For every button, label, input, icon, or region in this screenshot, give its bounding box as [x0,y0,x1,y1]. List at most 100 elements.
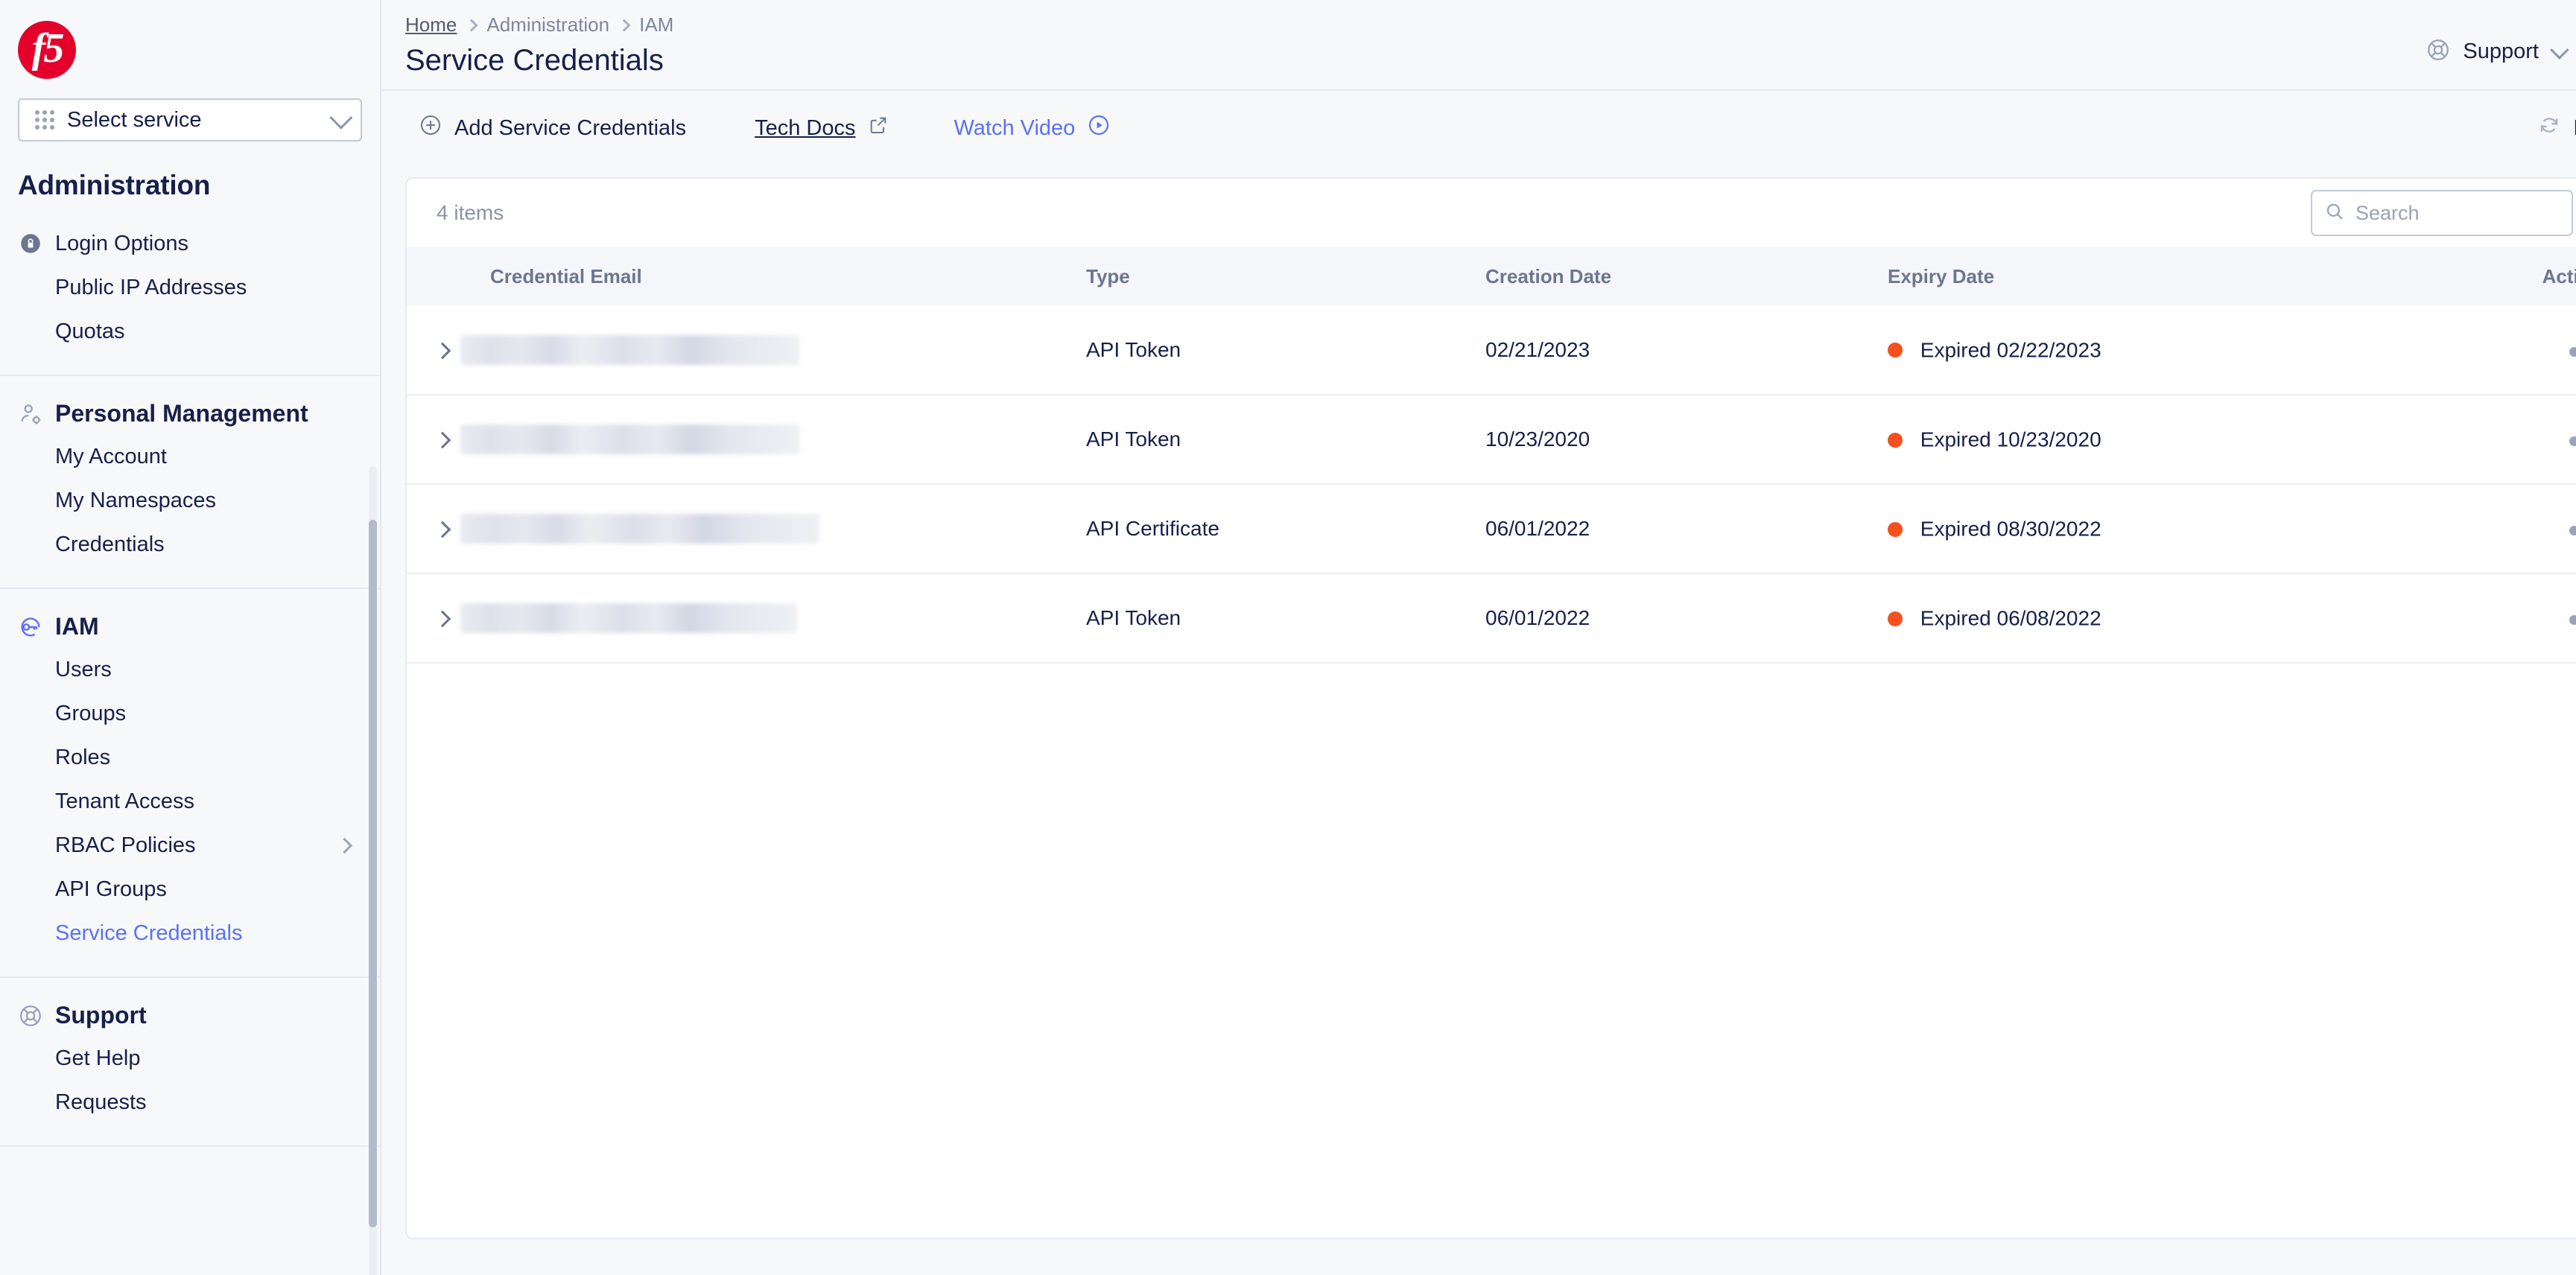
cell-type: API Token [1086,427,1181,451]
watch-video-label: Watch Video [954,115,1076,140]
sidebar-item-label: Credentials [55,532,165,556]
sidebar-item-quotas[interactable]: Quotas [0,310,380,354]
refresh-icon [2537,113,2561,143]
row-actions-menu-button[interactable] [2569,346,2576,357]
refresh-button[interactable]: Refresh [2537,113,2576,143]
sidebar-item-label: Requests [55,1090,147,1114]
search-input[interactable] [2355,201,2560,225]
row-actions-menu-button[interactable] [2569,615,2576,625]
sidebar-item-my-account[interactable]: My Account [0,435,380,479]
user-gear-icon [18,401,43,427]
breadcrumb-item-iam[interactable]: IAM [639,13,674,36]
table-row[interactable]: API Token 02/21/2023 Expired 02/22/2023 [407,305,2576,395]
cell-creation-date: 06/01/2022 [1485,517,1590,540]
sidebar-item-label: Service Credentials [55,921,243,945]
cell-expiry-date: Expired 02/22/2023 [1888,305,2409,395]
watch-video-link[interactable]: Watch Video [954,113,1111,143]
sidebar-item-service-credentials[interactable]: Service Credentials [0,912,380,956]
table-header: Credential Email Type Creation Date Expi… [407,247,2576,305]
row-actions-menu-button[interactable] [2569,526,2576,535]
cell-creation-date: 06/01/2022 [1485,606,1590,629]
search-box[interactable] [2311,190,2573,236]
sidebar-item-tenant-access[interactable]: Tenant Access [0,780,380,824]
sidebar-item-label: Roles [55,745,111,769]
table-header-actions: Actions [2542,264,2576,287]
tech-docs-link[interactable]: Tech Docs [755,115,888,142]
chevron-right-icon[interactable] [434,431,451,449]
page-title: Service Credentials [405,44,664,77]
sidebar-item-label: Public IP Addresses [55,276,247,299]
credentials-table: Credential Email Type Creation Date Expi… [407,247,2576,664]
sidebar-item-label: My Namespaces [55,489,216,512]
cell-type: API Token [1086,337,1181,361]
header-right: Support [2426,34,2576,69]
cell-actions [2409,573,2576,663]
sidebar-item-requests[interactable]: Requests [0,1081,380,1125]
breadcrumb-item-administration[interactable]: Administration [486,13,610,36]
sidebar-item-label: Groups [55,702,127,725]
sidebar-scrollbar-thumb[interactable] [369,520,377,1227]
status-badge [1888,432,1903,448]
sidebar-item-login-options[interactable]: Login Options [0,225,380,266]
add-service-credentials-button[interactable]: Add Service Credentials [419,113,686,143]
sidebar-item-label: Get Help [55,1046,141,1070]
sidebar-section-label: IAM [55,613,99,640]
table-row[interactable]: API Certificate 06/01/2022 Expired 08/30… [407,484,2576,573]
table-header-expiry-date[interactable]: Expiry Date [1888,264,1995,287]
chevron-right-icon[interactable] [434,610,451,628]
sidebar-item-roles[interactable]: Roles [0,736,380,780]
play-circle-icon [1087,113,1111,143]
table-header-credential-email[interactable]: Credential Email [490,264,642,287]
service-selector[interactable]: Select service [18,98,362,142]
breadcrumb-item-home[interactable]: Home [405,13,457,36]
sidebar-item-my-namespaces[interactable]: My Namespaces [0,479,380,523]
expiry-label: Expired 06/08/2022 [1920,606,2101,630]
table-row[interactable]: API Token 10/23/2020 Expired 10/23/2020 [407,395,2576,484]
sidebar-item-get-help[interactable]: Get Help [0,1037,380,1081]
sidebar-item-users[interactable]: Users [0,648,380,692]
breadcrumb: Home Administration IAM [405,13,673,36]
sidebar-item-groups[interactable]: Groups [0,692,380,736]
service-selector-label: Select service [67,107,202,132]
grid-icon [33,108,57,132]
sidebar-item-api-groups[interactable]: API Groups [0,868,380,912]
status-badge [1888,343,1903,358]
support-menu-button[interactable]: Support [2426,37,2569,66]
items-count: 4 items [437,201,504,224]
table-row[interactable]: API Token 06/01/2022 Expired 06/08/2022 [407,573,2576,663]
chevron-right-icon[interactable] [434,521,451,538]
row-expander-cell [407,573,460,663]
sidebar-item-label: Login Options [55,231,188,255]
cell-actions [2409,484,2576,573]
table-header-creation-date[interactable]: Creation Date [1485,264,1612,287]
f5-logo[interactable]: f5 [0,0,380,79]
plus-circle-icon [419,113,442,143]
lifebuoy-icon [18,1003,43,1028]
refresh-label: Refresh [2573,116,2576,141]
cell-expiry-date: Expired 06/08/2022 [1888,573,2409,663]
sidebar-item-label: RBAC Policies [55,833,196,857]
row-expander-cell [407,395,460,484]
chevron-down-icon [2550,39,2569,60]
cell-expiry-date: Expired 10/23/2020 [1888,395,2409,484]
cell-type: API Token [1086,606,1181,629]
sidebar-item-public-ip-addresses[interactable]: Public IP Addresses [0,266,380,310]
sidebar-scroll-area: Login Options Public IP Addresses Quotas [0,220,380,1275]
sidebar-item-rbac-policies[interactable]: RBAC Policies [0,824,380,868]
sidebar-section-admin: Login Options Public IP Addresses Quotas [0,220,380,376]
main-content: Home Administration IAM Service Credenti… [381,0,2576,1275]
sidebar-section-header-support[interactable]: Support [0,982,380,1037]
sidebar-section-label: Personal Management [55,400,308,427]
redacted-email [460,334,799,365]
chevron-right-icon [465,19,478,31]
sidebar-item-credentials[interactable]: Credentials [0,523,380,567]
cell-creation-date: 02/21/2023 [1485,337,1590,361]
table-header-type[interactable]: Type [1086,264,1130,287]
chevron-right-icon[interactable] [434,342,451,359]
add-service-credentials-label: Add Service Credentials [454,115,687,140]
row-actions-menu-button[interactable] [2569,436,2576,446]
sidebar-section-header-personal-management[interactable]: Personal Management [0,381,380,435]
sidebar-section-support: Support Get Help Requests [0,978,380,1147]
sidebar-section-header-iam[interactable]: IAM [0,594,380,648]
